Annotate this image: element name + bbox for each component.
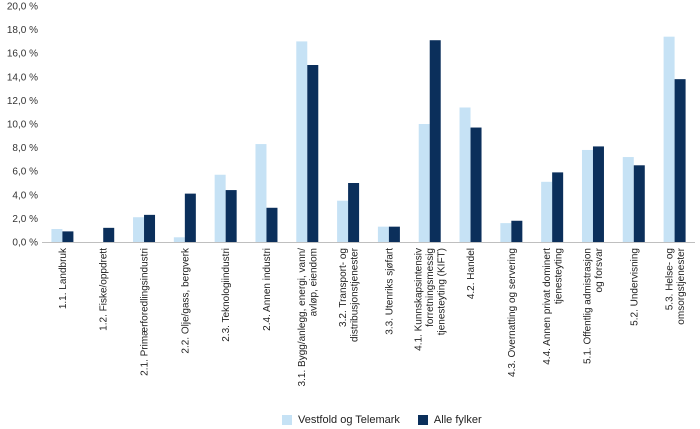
bar-alle-fylker (348, 183, 360, 242)
y-tick-label: 2,0 % (12, 214, 38, 225)
x-category-label: forretningsmessig (425, 248, 436, 327)
bar-vestfold (459, 107, 471, 242)
bar-vestfold (663, 36, 675, 243)
bar-vestfold (622, 157, 634, 242)
bar-vestfold (418, 124, 430, 242)
x-category-label: 4.1. Kunnskapsintensiv (414, 248, 425, 351)
bar-alle-fylker (633, 165, 645, 242)
bar-vestfold (337, 200, 349, 242)
x-category-label: 2.1. Primærforedlingsindustri (140, 248, 151, 376)
x-category-label: avløp, eiendom (309, 248, 320, 316)
bar-vestfold (51, 229, 63, 242)
bar-vestfold (296, 41, 308, 243)
bar-alle-fylker (388, 226, 400, 242)
bar-alle-fylker (592, 146, 604, 242)
bar-alle-fylker (429, 40, 441, 242)
y-tick-label: 10,0 % (7, 120, 38, 131)
x-category-label: 3.1. Bygg/anlegg, energi, vann/ (297, 248, 308, 387)
bar-vestfold (214, 174, 226, 242)
x-category-label: omsorgstjenester (676, 247, 687, 324)
y-tick-label: 20,0 % (7, 2, 38, 13)
bar-alle-fylker (511, 220, 523, 242)
legend: Vestfold og Telemark Alle fylker (282, 414, 500, 426)
y-tick-label: 18,0 % (7, 25, 38, 36)
x-category-label: 1.1. Landbruk (58, 247, 69, 309)
bar-alle-fylker (307, 65, 319, 242)
x-category-label: 3.3. Utenriks sjøfart (384, 248, 395, 335)
bar-alle-fylker (674, 79, 686, 242)
legend-label-alle-fylker: Alle fylker (433, 414, 482, 426)
y-tick-label: 4,0 % (12, 190, 38, 201)
y-tick-label: 16,0 % (7, 49, 38, 60)
x-category-label: 1.2. Fiske/oppdrett (99, 248, 110, 331)
y-tick-label: 6,0 % (12, 167, 38, 178)
bar-vestfold (377, 226, 389, 242)
x-category-label: og forsvar (594, 247, 605, 292)
y-tick-label: 8,0 % (12, 143, 38, 154)
bar-vestfold (133, 217, 145, 242)
x-category-label: 2.4. Annen industri (262, 248, 273, 331)
bar-vestfold (541, 181, 553, 242)
x-category-label: 5.3. Helse- og (664, 248, 675, 310)
bar-vestfold (173, 237, 185, 242)
x-category-label: 4.2. Handel (466, 248, 477, 299)
y-tick-label: 0,0 % (12, 238, 38, 249)
bar-chart: 0,0 % 2,0 % 4,0 % 6,0 % 8,0 % 10,0 % 12,0 % 14,… (7, 2, 695, 387)
x-category-label: 5.1. Offentlig admistrasjon (583, 248, 594, 364)
legend-item-alle-fylker: Alle fylker (417, 414, 482, 426)
x-category-label: 4.3. Overnatting og servering (507, 248, 518, 377)
legend-swatch-alle-fylker (417, 415, 428, 425)
x-category-label: 4.4. Annen privat dominert (542, 248, 553, 365)
bar-alle-fylker (144, 214, 156, 242)
y-tick-label: 14,0 % (7, 72, 38, 83)
bar-alle-fylker (103, 227, 115, 242)
bar-vestfold (255, 144, 267, 242)
x-category-label: tjenesteyting (KIFT) (437, 248, 448, 335)
legend-label-vestfold: Vestfold og Telemark (298, 414, 400, 426)
bar-vestfold (581, 149, 593, 242)
x-category-label: 5.2. Undervisning (629, 248, 640, 326)
bar-alle-fylker (470, 127, 482, 242)
y-tick-label: 12,0 % (7, 96, 38, 107)
bar-alle-fylker (62, 231, 74, 242)
x-category-label: distribusjonstjenester (349, 247, 360, 342)
x-category-label: 2.2. Olje/gass, bergverk (180, 247, 191, 354)
bar-vestfold (500, 223, 512, 242)
bar-alle-fylker (225, 190, 237, 242)
x-category-label: 2.3. Teknologiindustri (221, 248, 232, 342)
bar-alle-fylker (266, 207, 278, 242)
x-category-label: 3.2. Transport- og (338, 248, 349, 327)
bar-alle-fylker (184, 193, 196, 242)
legend-swatch-vestfold (282, 415, 292, 425)
x-category-label: tjenesteyting (553, 248, 564, 304)
bar-alle-fylker (552, 172, 564, 242)
legend-item-vestfold: Vestfold og Telemark (282, 414, 400, 426)
